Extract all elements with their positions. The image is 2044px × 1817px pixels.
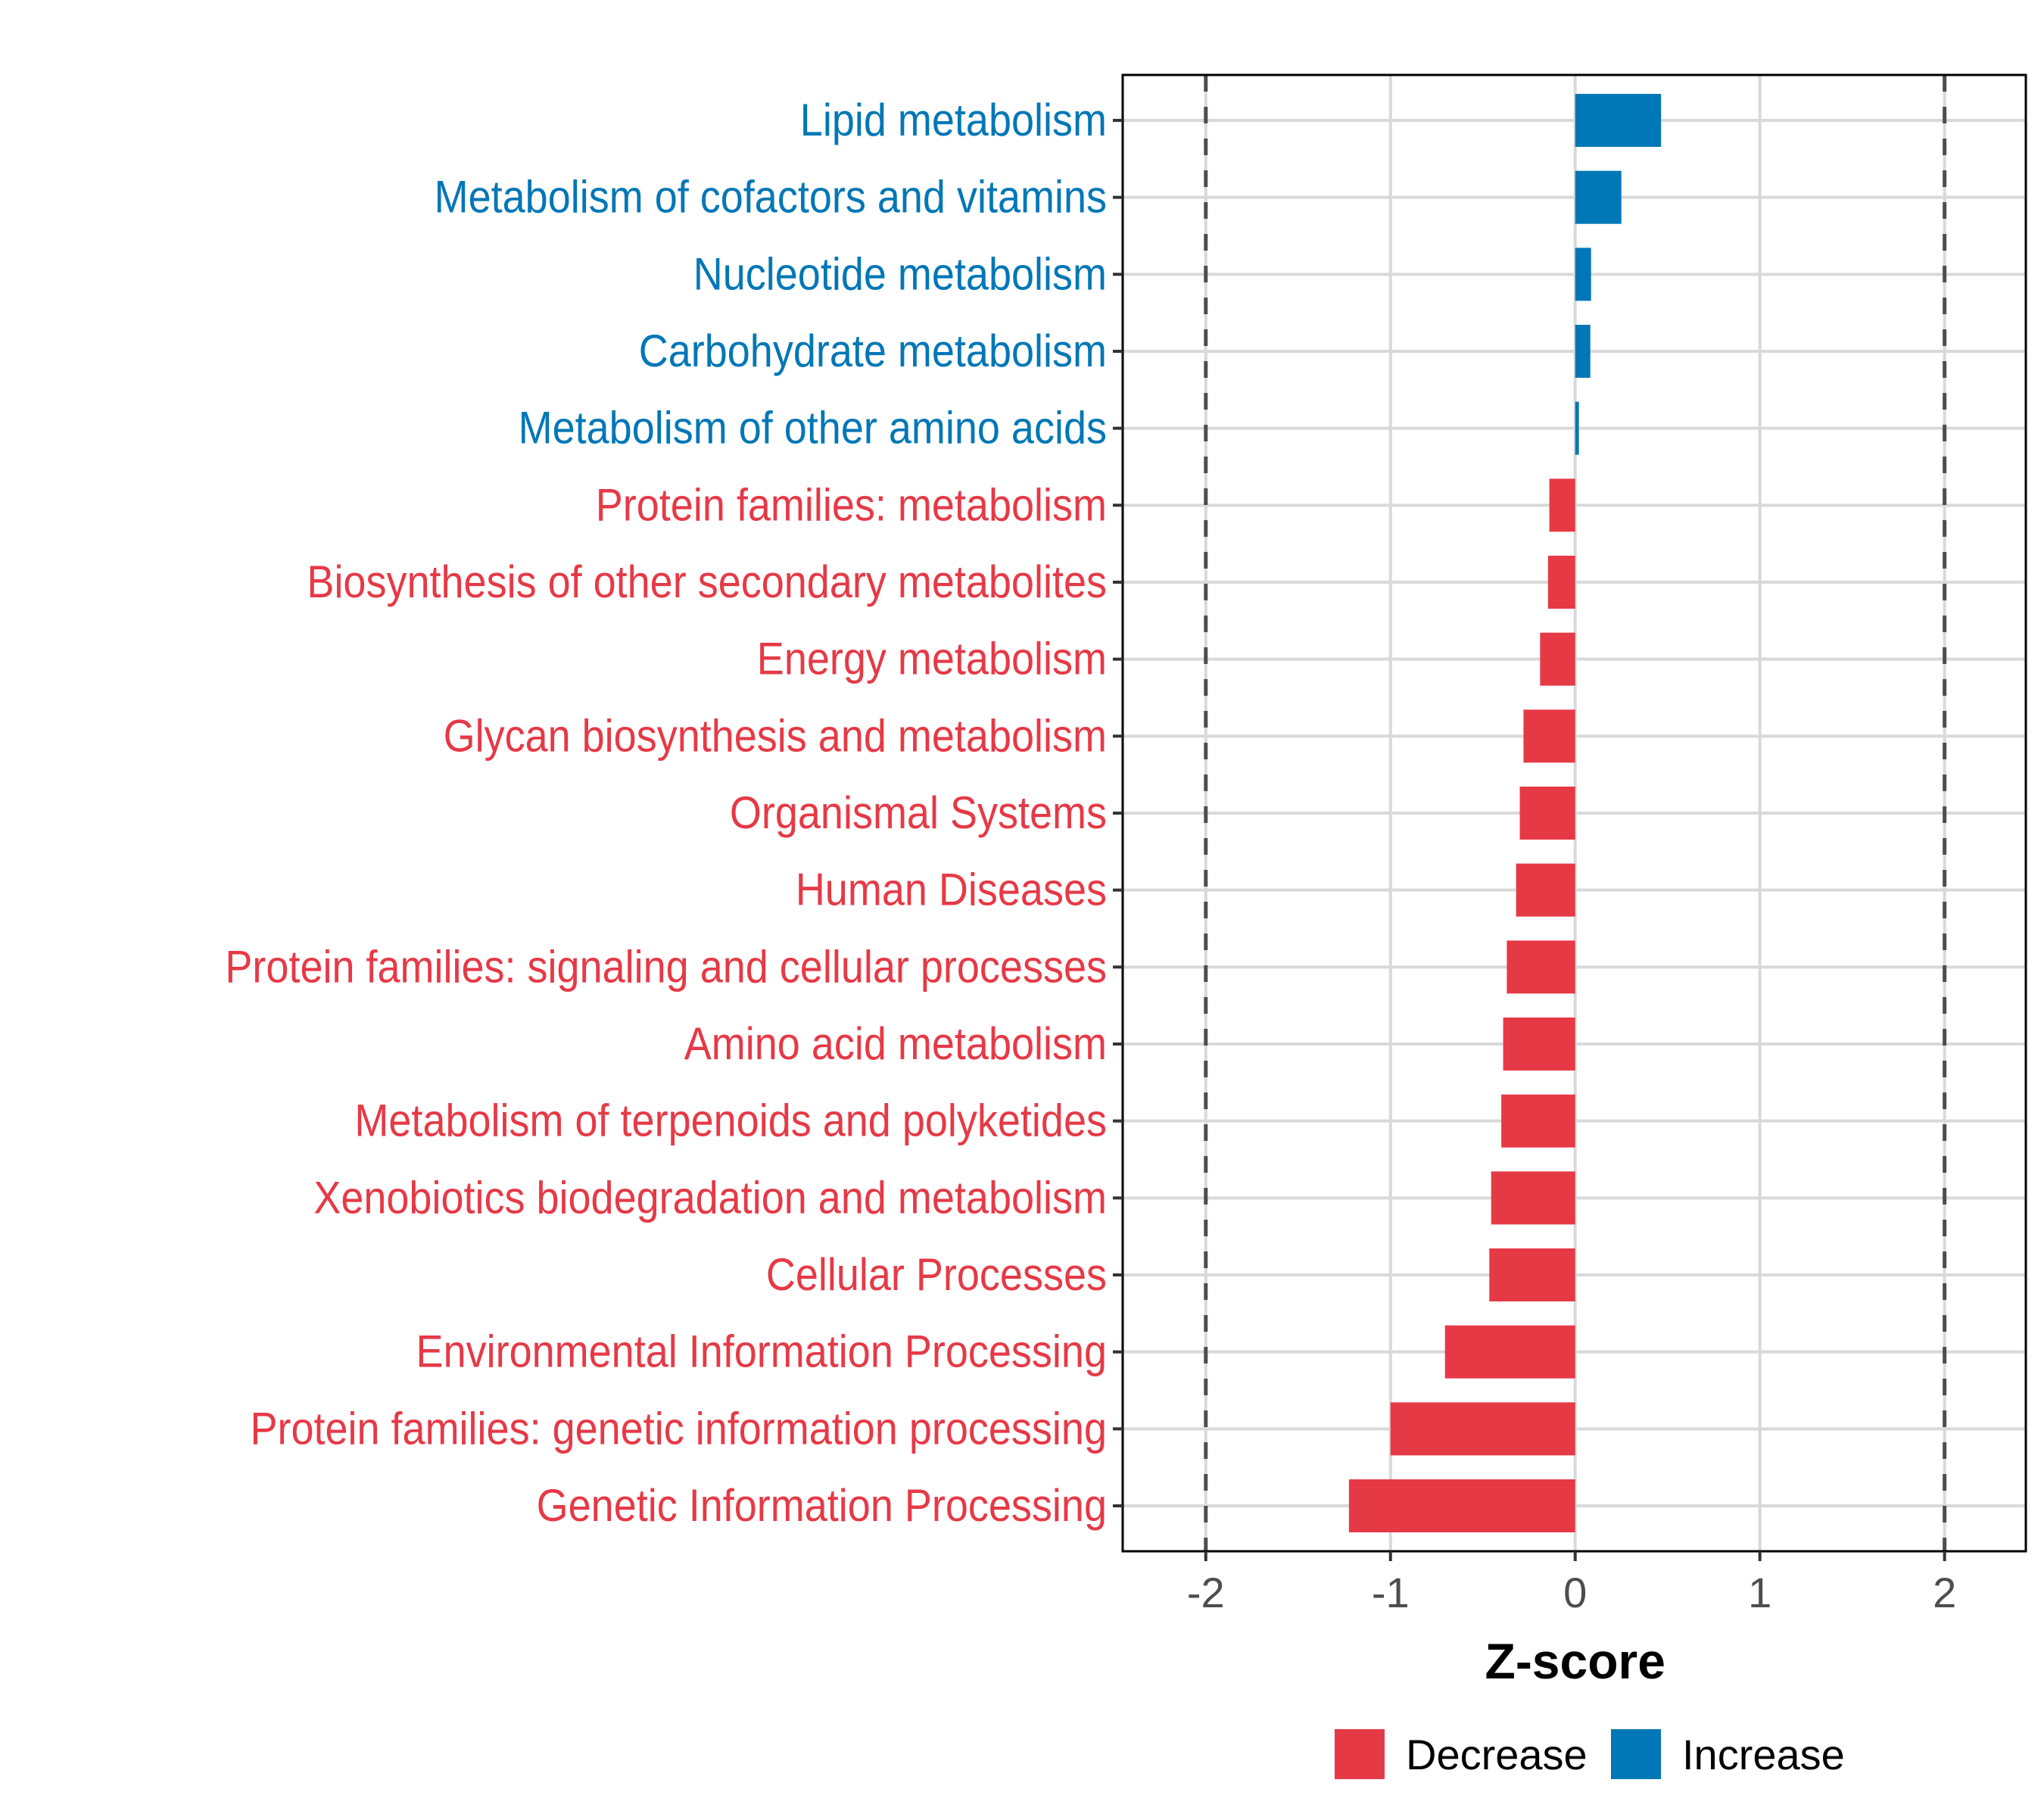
x-tick-label: -2	[1187, 1569, 1225, 1616]
legend-label-decrease: Decrease	[1406, 1731, 1588, 1778]
bar	[1507, 940, 1575, 994]
category-label: Protein families: metabolism	[596, 479, 1107, 530]
category-label: Glycan biosynthesis and metabolism	[444, 710, 1107, 761]
bars	[1348, 94, 1662, 1532]
bar	[1575, 401, 1579, 455]
category-label: Organismal Systems	[730, 787, 1107, 838]
x-axis-title: Z-score	[1485, 1633, 1665, 1689]
y-axis: Lipid metabolism Metabolism of cofactors …	[225, 95, 1123, 1531]
x-tick-label: 2	[1933, 1569, 1956, 1616]
bar	[1491, 1171, 1575, 1225]
legend-swatch-increase	[1611, 1729, 1661, 1779]
category-label: Lipid metabolism	[800, 95, 1107, 145]
legend: Decrease Increase	[1335, 1729, 1845, 1779]
bar	[1501, 1094, 1575, 1148]
bar	[1523, 709, 1575, 763]
category-label: Cellular Processes	[766, 1249, 1107, 1300]
bar	[1489, 1248, 1575, 1301]
category-label: Nucleotide metabolism	[693, 248, 1107, 299]
x-axis: -2 -1 0 1 2	[1187, 1551, 1956, 1616]
bar	[1503, 1018, 1575, 1071]
category-label: Amino acid metabolism	[684, 1018, 1107, 1069]
category-label: Human Diseases	[796, 865, 1107, 915]
x-tick-label: 1	[1748, 1569, 1771, 1616]
bar	[1348, 1479, 1575, 1532]
category-label: Metabolism of cofactors and vitamins	[435, 172, 1107, 223]
bar	[1575, 170, 1622, 224]
category-label: Xenobiotics biodegradation and metabolis…	[313, 1172, 1107, 1223]
category-label: Carbohydrate metabolism	[639, 326, 1107, 376]
bar	[1516, 863, 1575, 917]
bar	[1575, 248, 1591, 301]
bar	[1519, 787, 1575, 840]
category-label: Energy metabolism	[757, 634, 1107, 684]
category-label: Biosynthesis of other secondary metaboli…	[307, 556, 1107, 607]
category-label: Metabolism of other amino acids	[519, 403, 1107, 453]
bar	[1540, 632, 1575, 686]
legend-label-increase: Increase	[1682, 1731, 1845, 1778]
x-tick-label: -1	[1372, 1569, 1410, 1616]
bar	[1390, 1402, 1575, 1456]
legend-swatch-decrease	[1335, 1729, 1385, 1779]
category-label: Genetic Information Processing	[537, 1480, 1107, 1531]
category-label: Protein families: signaling and cellular…	[225, 941, 1107, 992]
bar	[1547, 556, 1575, 609]
bar	[1575, 94, 1662, 147]
category-label: Environmental Information Processing	[416, 1326, 1107, 1377]
reference-lines	[1204, 75, 1947, 1551]
bar	[1575, 325, 1591, 378]
bar	[1549, 478, 1575, 532]
category-label: Protein families: genetic information pr…	[250, 1403, 1107, 1454]
bar	[1444, 1325, 1575, 1379]
category-label: Metabolism of terpenoids and polyketides	[354, 1095, 1107, 1146]
x-tick-label: 0	[1563, 1569, 1587, 1616]
